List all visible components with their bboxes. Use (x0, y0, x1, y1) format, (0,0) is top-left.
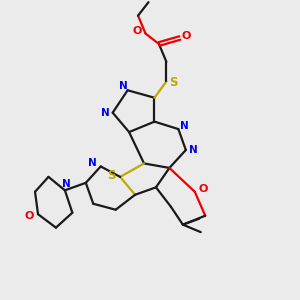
Text: O: O (133, 26, 142, 36)
Text: S: S (169, 76, 177, 89)
Text: N: N (180, 121, 189, 131)
Text: N: N (62, 179, 71, 189)
Text: N: N (101, 108, 110, 118)
Text: S: S (107, 169, 116, 182)
Text: N: N (119, 81, 128, 91)
Text: O: O (25, 211, 34, 221)
Text: O: O (199, 184, 208, 194)
Text: N: N (189, 145, 198, 155)
Text: O: O (182, 31, 191, 40)
Text: N: N (88, 158, 97, 168)
